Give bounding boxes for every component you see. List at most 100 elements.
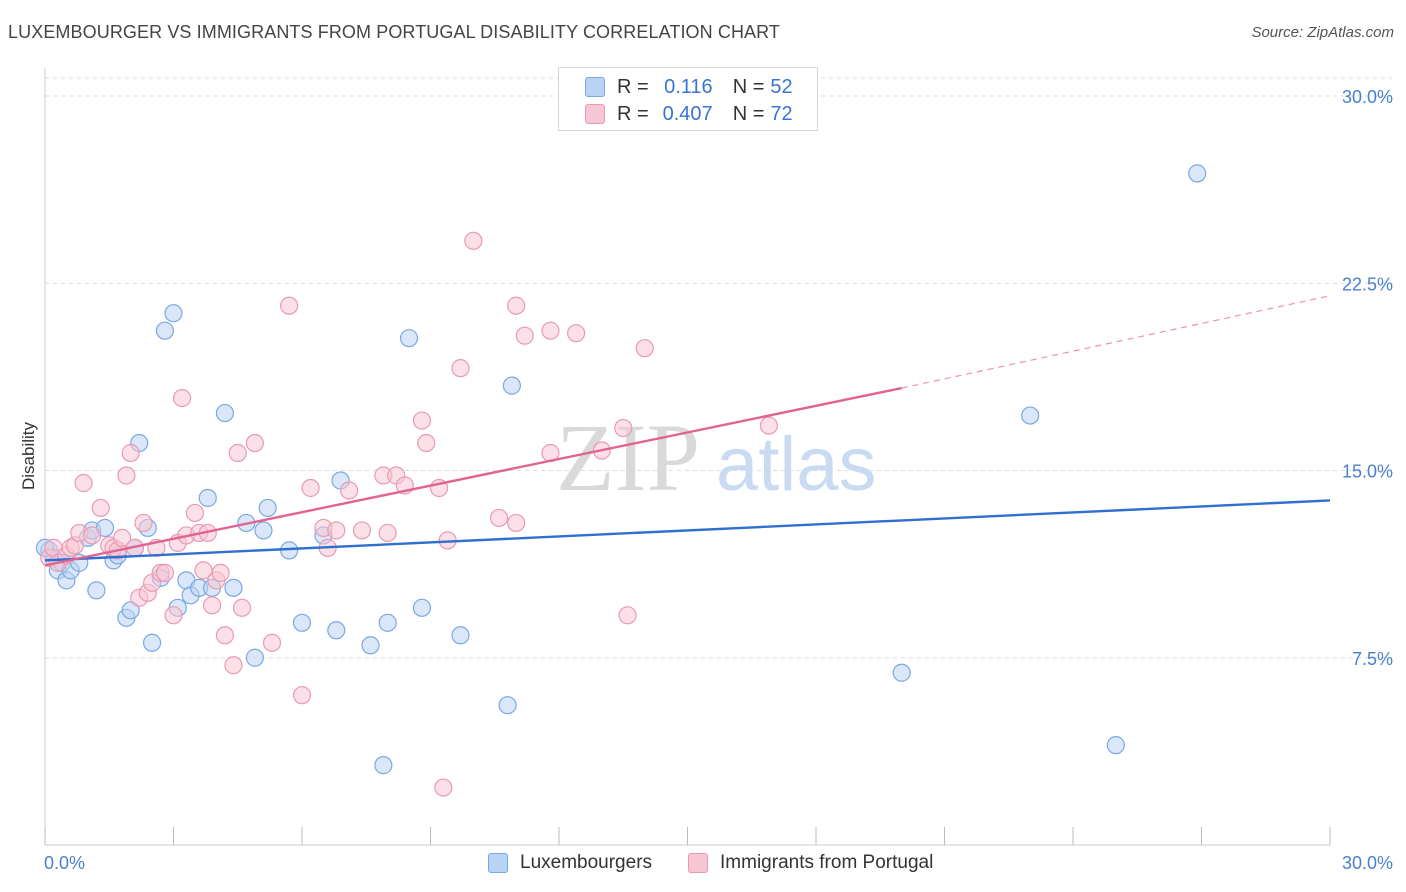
portugal-trend-extension [901, 295, 1331, 389]
luxembourger-point [399, 329, 419, 348]
axes [44, 68, 1331, 846]
series-legend: Luxembourgers Immigrants from Portugal [488, 852, 969, 874]
y-tick-label: 15.0% [1342, 462, 1393, 482]
watermark-zip: ZIP [556, 404, 700, 511]
luxembourger-point [378, 613, 397, 632]
legend-r-label: R = [617, 102, 649, 125]
y-tick-label: 22.5% [1342, 274, 1393, 294]
legend-n-label: N = [732, 75, 765, 98]
portugal-point [155, 563, 175, 582]
luxembourger-point [412, 598, 432, 617]
luxembourger-point [1188, 164, 1207, 183]
portugal-point [164, 606, 183, 625]
legend-label: Luxembourgers [520, 852, 653, 873]
legend-row-portugal: R = 0.407 N = 72 [585, 101, 793, 127]
luxembourger-trend-line [44, 499, 1331, 562]
y-tick-label: 30.0% [1342, 87, 1393, 107]
luxembourger-point [164, 304, 183, 323]
luxembourger-point [1021, 406, 1040, 425]
portugal-trend-line [44, 386, 902, 567]
source-label: Source: ZipAtlas.com [1251, 24, 1394, 41]
portugal-point [614, 418, 633, 438]
legend-n-label: N = [732, 102, 765, 125]
tick-labels: 7.5% 15.0% 22.5% 30.0% 0.0% 30.0% [44, 87, 1393, 873]
portugal-point [134, 513, 153, 533]
portugal-point [232, 598, 252, 617]
data-points [35, 164, 1207, 797]
portugal-point [635, 339, 654, 358]
portugal-point [507, 296, 526, 315]
luxembourger-point [327, 621, 346, 640]
legend-item-portugal: Immigrants from Portugal [688, 852, 933, 874]
legend-label: Immigrants from Portugal [720, 852, 934, 873]
portugal-point [618, 606, 637, 625]
portugal-point [202, 596, 222, 615]
portugal-point [451, 359, 470, 378]
luxembourger-point [292, 613, 312, 632]
luxembourger-point [198, 488, 217, 508]
portugal-point [352, 521, 372, 540]
portugal-point [172, 388, 192, 408]
luxembourger-point [224, 578, 243, 597]
stats-legend: R = 0.116 N = 52 R = 0.407 N = 72 [558, 67, 818, 131]
luxembourger-point [498, 696, 517, 715]
luxembourger-point [258, 498, 277, 518]
portugal-point [74, 473, 93, 493]
luxembourger-point [142, 633, 162, 652]
luxembourger-point [121, 601, 140, 620]
luxembourger-point [87, 581, 106, 600]
luxembourger-point [892, 663, 911, 682]
legend-swatch-blue [585, 77, 605, 97]
portugal-point [292, 686, 312, 705]
portugal-point [417, 433, 436, 453]
trend-lines [44, 295, 1331, 567]
portugal-point [515, 326, 534, 345]
portugal-point [489, 508, 509, 528]
portugal-point [759, 416, 778, 435]
portugal-point [228, 443, 247, 463]
portugal-point [112, 528, 132, 548]
portugal-point [412, 411, 432, 430]
legend-r-value: 0.407 [662, 102, 713, 125]
legend-swatch-pink [585, 104, 605, 124]
portugal-point [117, 466, 136, 485]
portugal-point [340, 481, 359, 500]
gridlines [45, 77, 1392, 659]
luxembourger-point [215, 403, 234, 423]
portugal-point [327, 521, 346, 540]
x-tick-label: 0.0% [44, 853, 85, 873]
y-axis-label: Disability [19, 421, 38, 490]
portugal-point [567, 324, 586, 343]
legend-swatch-blue [488, 853, 508, 873]
portugal-point [211, 563, 230, 582]
portugal-point [378, 523, 397, 543]
watermark-atlas: atlas [716, 422, 877, 507]
y-tick-label: 7.5% [1352, 649, 1393, 669]
portugal-point [541, 321, 560, 340]
portugal-point [301, 478, 320, 498]
portugal-point [121, 443, 140, 463]
legend-r-value: 0.116 [664, 75, 713, 98]
portugal-point [83, 526, 102, 545]
luxembourger-point [254, 521, 273, 540]
portugal-point [245, 433, 264, 453]
legend-n-value: 72 [770, 102, 793, 125]
portugal-point [224, 656, 243, 675]
legend-n-value: 52 [770, 75, 793, 98]
legend-r-label: R = [617, 75, 649, 98]
legend-row-luxembourgers: R = 0.116 N = 52 [585, 74, 793, 100]
portugal-point [464, 231, 483, 250]
x-tick-label: 30.0% [1342, 853, 1393, 873]
chart-title: LUXEMBOURGER VS IMMIGRANTS FROM PORTUGAL… [8, 22, 781, 42]
portugal-point [507, 513, 526, 533]
legend-swatch-pink [688, 853, 709, 873]
watermark: ZIP atlas [556, 404, 877, 511]
portugal-point [91, 498, 110, 518]
luxembourger-point [374, 756, 393, 775]
portugal-point [215, 626, 234, 645]
portugal-point [262, 633, 282, 652]
luxembourger-point [1106, 736, 1125, 755]
portugal-point [185, 503, 205, 523]
luxembourger-point [361, 636, 380, 655]
